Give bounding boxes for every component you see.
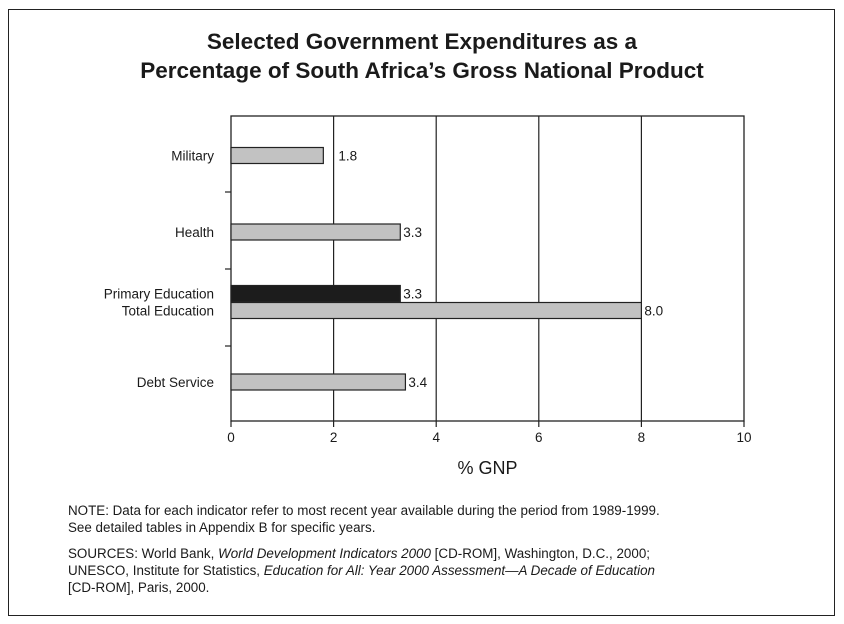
x-tick-label: 4	[432, 430, 440, 445]
x-tick-label: 10	[736, 430, 751, 445]
sources-unesco: UNESCO, Institute for Statistics,	[68, 563, 264, 578]
data-label: 3.3	[403, 225, 422, 240]
bar	[230, 146, 324, 165]
chart-title: Selected Government Expenditures as a Pe…	[0, 27, 844, 85]
data-label: 1.8	[338, 149, 357, 164]
sources-line-3: [CD-ROM], Paris, 2000.	[68, 580, 210, 595]
category-label: Military	[171, 149, 214, 164]
x-axis-title: % GNP	[457, 458, 517, 478]
chart-title-line-2: Percentage of South Africa’s Gross Natio…	[140, 58, 704, 83]
sources-line-2: UNESCO, Institute for Statistics, Educat…	[68, 562, 798, 579]
chart-title-line-1: Selected Government Expenditures as a	[206, 29, 638, 54]
x-tick-label: 8	[638, 430, 646, 445]
note-line-1: NOTE: Data for each indicator refer to m…	[68, 503, 660, 518]
category-label: Primary Education	[104, 287, 214, 302]
note-line-2: See detailed tables in Appendix B for sp…	[68, 520, 376, 535]
sources-efa-title: Education for All: Year 2000 Assessment—…	[263, 563, 656, 578]
bar	[230, 284, 401, 303]
sources-prefix: SOURCES: World Bank,	[68, 546, 219, 561]
chart-note: NOTE: Data for each indicator refer to m…	[68, 502, 798, 536]
data-label: 3.3	[403, 287, 422, 302]
figure-frame	[8, 9, 835, 616]
sources-wdi-title: World Development Indicators 2000	[218, 546, 431, 561]
bar	[230, 373, 407, 391]
bar	[230, 223, 401, 241]
x-tick-label: 0	[227, 430, 235, 445]
category-label: Total Education	[122, 304, 214, 319]
chart-sources: SOURCES: World Bank, World Development I…	[68, 545, 798, 596]
category-label: Health	[175, 225, 214, 240]
sources-mid: [CD-ROM], Washington, D.C., 2000;	[430, 546, 650, 561]
data-label: 8.0	[644, 304, 663, 319]
bar	[230, 301, 642, 320]
category-label: Debt Service	[137, 375, 214, 390]
x-tick-label: 6	[535, 430, 543, 445]
data-label: 3.4	[408, 375, 427, 390]
sources-line-1: SOURCES: World Bank, World Development I…	[68, 545, 798, 562]
x-tick-label: 2	[330, 430, 338, 445]
